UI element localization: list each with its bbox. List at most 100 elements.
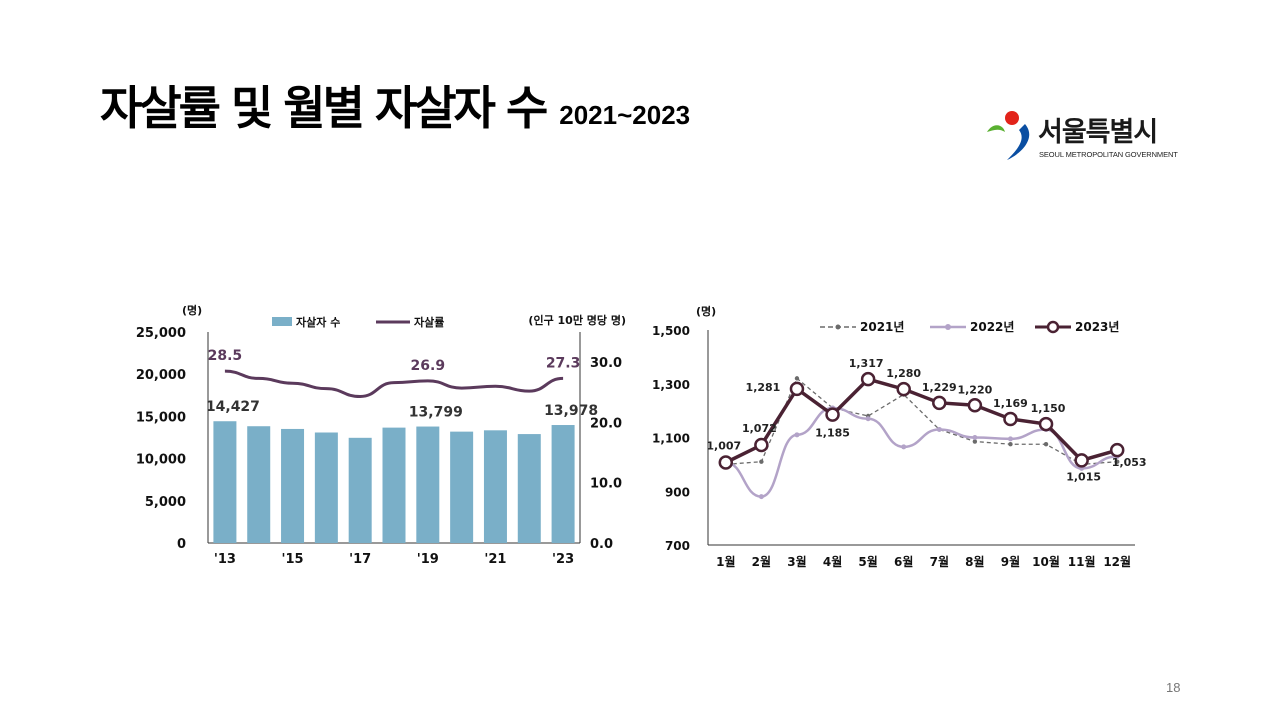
- value-label-5월: 1,317: [849, 357, 884, 370]
- point-2023년-6월: [896, 381, 911, 397]
- rate-label-2013: 28.5: [208, 348, 243, 364]
- value-label-4월: 1,185: [815, 427, 850, 440]
- point-2023년-11월: [1074, 453, 1089, 468]
- series-line-2021년: [725, 377, 1118, 466]
- logo-english-name: SEOUL METROPOLITAN GOVERNMENT: [1039, 150, 1178, 159]
- bar-2017: [348, 437, 372, 543]
- left-y-tick-label: 0: [177, 537, 186, 552]
- bar-2014: [247, 426, 271, 543]
- monthly-suicide-chart-svg: 700 900 1,100 1,300 1,500 (명) 1월 2월 3월 4월 5월 6월 7월 8월…: [652, 304, 1147, 569]
- point-2023년-10월: [1038, 416, 1054, 432]
- point-2021년-3월: [794, 376, 800, 381]
- value-label-11월: 1,015: [1066, 470, 1101, 483]
- bar-2019: [416, 426, 440, 543]
- legend-marker-2021년: [835, 324, 841, 330]
- right-y-tick-label: 20.0: [590, 416, 622, 431]
- right-y-tick-label: 0.0: [590, 537, 613, 552]
- monthly-suicide-chart: 700 900 1,100 1,300 1,500 (명) 1월 2월 3월 4월 5월 6월 7월 8월…: [640, 300, 1160, 580]
- legend-line-label: 자살률: [414, 315, 444, 329]
- x-tick-label: 7월: [930, 554, 949, 569]
- x-tick-label: 8월: [965, 554, 984, 569]
- bar-2016: [314, 432, 338, 543]
- bar-2023: [551, 425, 575, 543]
- point-2021년-2월: [759, 459, 764, 464]
- rate-label-2023: 27.3: [546, 355, 581, 371]
- left-y-tick-label: 10,000: [136, 453, 186, 468]
- logo-name: 서울특별시: [1038, 117, 1158, 148]
- y-tick-label: 1,300: [652, 378, 690, 392]
- x-tick-label: 10월: [1032, 554, 1060, 569]
- slide-subtitle: 2021~2023: [559, 100, 691, 130]
- y-tick-label: 700: [665, 539, 690, 553]
- x-tick-label: 9월: [1001, 554, 1020, 569]
- point-2022년-9월: [1007, 436, 1013, 442]
- value-label-3월: 1,281: [746, 381, 781, 394]
- bar-2021: [483, 430, 507, 543]
- bar-2015: [281, 428, 305, 543]
- x-tick-label: '23: [552, 552, 574, 567]
- x-tick-label: '15: [282, 552, 304, 567]
- bar-label-2019: 13,799: [409, 405, 463, 421]
- rate-line: [224, 369, 564, 399]
- bar-2020: [450, 431, 474, 543]
- point-2021년-10월: [1043, 442, 1049, 447]
- point-2023년-5월: [860, 371, 876, 387]
- annual-suicide-chart: 0 5,000 10,000 15,000 20,000 25,000 0.0 10.0 20.…: [120, 300, 640, 580]
- y-unit: (명): [696, 304, 716, 318]
- left-y-unit: (명): [182, 303, 202, 317]
- value-label-2월: 1,072: [742, 422, 777, 435]
- x-tick-label: '13: [214, 552, 236, 567]
- point-2021년-9월: [1008, 442, 1013, 447]
- left-y-tick-label: 20,000: [136, 368, 186, 383]
- x-tick-label: '19: [417, 552, 439, 567]
- value-label-10월: 1,150: [1031, 402, 1066, 415]
- page-number: 18: [1166, 680, 1181, 695]
- point-2023년-3월: [789, 381, 805, 397]
- point-2021년-8월: [972, 439, 978, 444]
- point-2023년-2월: [754, 437, 769, 453]
- point-2023년-9월: [1003, 411, 1018, 427]
- point-2023년-1월: [718, 455, 734, 470]
- value-label-1월: 1,007: [706, 439, 741, 452]
- point-2022년-5월: [865, 416, 871, 422]
- x-tick-label: 2월: [752, 554, 771, 569]
- value-label-9월: 1,169: [993, 397, 1028, 410]
- legend-label-2022년: 2022년: [970, 320, 1014, 334]
- logo-red-dot: [1005, 111, 1019, 125]
- x-tick-label: 4월: [823, 554, 842, 569]
- value-label-8월: 1,220: [957, 383, 992, 396]
- logo-blue-swoosh: [1007, 124, 1030, 160]
- legend-label-2023년: 2023년: [1075, 320, 1119, 334]
- value-label-12월: 1,053: [1112, 456, 1147, 469]
- x-tick-label: 1월: [716, 554, 735, 569]
- right-y-unit: (인구 10만 명당 명): [528, 313, 626, 327]
- y-tick-label: 1,500: [652, 324, 690, 338]
- bar-2018: [382, 427, 406, 543]
- point-2022년-3월: [794, 432, 800, 438]
- point-2022년-6월: [901, 444, 907, 450]
- left-y-tick-label: 5,000: [145, 495, 186, 510]
- point-2023년-12월: [1109, 442, 1125, 458]
- bar-2013: [213, 421, 237, 543]
- point-2022년-7월: [936, 426, 942, 432]
- x-tick-label: '17: [349, 552, 371, 567]
- seoul-logo: 서울특별시 SEOUL METROPOLITAN GOVERNMENT: [985, 108, 1185, 164]
- y-tick-label: 900: [665, 485, 690, 499]
- value-label-7월: 1,229: [922, 381, 957, 394]
- x-tick-label: 5월: [858, 554, 877, 569]
- bar-label-2023: 13,978: [544, 403, 598, 419]
- slide-title: 자살률 및 월별 자살자 수: [100, 81, 548, 135]
- point-2023년-4월: [825, 407, 840, 422]
- legend-label-2021년: 2021년: [860, 320, 904, 334]
- point-2023년-7월: [932, 395, 947, 411]
- x-tick-label: 11월: [1068, 554, 1096, 569]
- left-y-tick-label: 25,000: [136, 326, 186, 341]
- bar-2022: [517, 434, 541, 543]
- logo-green-leaf: [987, 125, 1005, 132]
- annual-suicide-chart-svg: 0 5,000 10,000 15,000 20,000 25,000 0.0 10.0 20.…: [136, 303, 626, 567]
- x-tick-label: '21: [484, 552, 506, 567]
- point-2022년-2월: [758, 494, 764, 500]
- x-tick-label: 12월: [1103, 554, 1131, 569]
- value-label-6월: 1,280: [886, 367, 921, 380]
- point-2022년-8월: [972, 435, 978, 440]
